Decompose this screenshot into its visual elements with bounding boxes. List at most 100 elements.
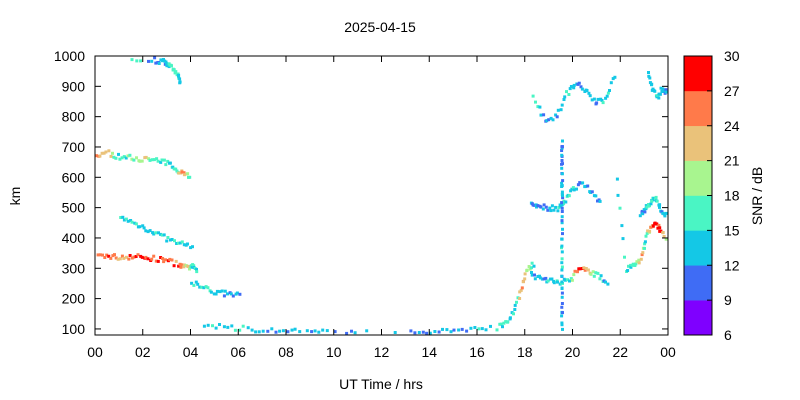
data-point [567,194,571,198]
data-point [226,325,230,329]
data-point [172,68,176,72]
data-point [600,99,604,102]
data-point [575,187,578,191]
data-point [469,326,473,330]
data-point [147,59,150,63]
data-point [569,189,573,193]
data-point [645,231,649,235]
data-point [561,232,564,236]
data-point [433,330,437,333]
data-point [178,81,182,85]
data-point [168,257,172,261]
data-point [100,151,104,155]
data-point [168,161,172,165]
data-point [150,257,154,261]
data-point [162,158,166,162]
data-point [220,289,224,293]
data-point [111,254,115,258]
data-point [160,158,164,162]
data-point [333,330,337,334]
data-layer [95,56,668,335]
data-point [560,103,564,107]
data-point [146,257,150,261]
data-point [196,282,200,286]
data-point [560,215,564,219]
data-point [165,239,169,243]
data-point [157,231,160,235]
data-point [119,216,123,219]
data-point [212,292,216,296]
data-point [560,219,564,223]
data-point [634,262,638,266]
data-point [606,91,610,95]
data-point [175,242,179,245]
data-point [159,232,163,236]
data-point [578,267,582,271]
data-point [664,211,668,215]
data-point [530,273,534,277]
data-point [547,118,551,122]
data-point [637,261,641,265]
data-point [536,275,540,278]
data-point [186,172,190,176]
data-point [654,195,658,199]
data-point [639,257,643,261]
data-point [560,250,564,254]
data-point [548,206,552,210]
data-point [587,91,591,95]
data-point [238,328,242,332]
data-point [560,201,564,205]
data-point [606,282,610,286]
data-point [499,322,503,326]
data-point [530,261,534,265]
data-point [604,96,608,100]
x-tick-label: 08 [278,344,294,360]
data-point [124,255,128,259]
data-point [96,253,100,257]
data-point [134,255,138,258]
data-point [648,204,651,208]
data-point [134,222,138,226]
data-point [572,86,576,90]
data-point [178,262,182,266]
data-point [582,266,586,270]
data-point [194,280,198,284]
data-point [159,256,163,259]
data-point [109,154,113,158]
data-point [538,274,541,278]
data-point [538,276,542,280]
data-point [147,157,151,161]
data-point [560,190,564,194]
data-point [583,268,587,272]
data-point [570,278,574,282]
colorbar-segment [684,300,712,336]
data-point [560,265,564,269]
data-point [560,268,564,272]
data-point [580,87,584,91]
data-point [290,328,294,332]
data-point [542,203,546,207]
colorbar-label: SNR / dB [749,167,765,225]
data-point [317,330,321,334]
data-point [596,271,600,275]
data-point [584,267,588,270]
data-point [648,229,652,233]
data-point [576,270,579,274]
data-point [477,327,481,331]
data-point [546,208,550,212]
data-point [157,62,161,65]
data-point [560,246,563,250]
data-point [122,218,126,222]
x-tick-label: 20 [565,344,581,360]
data-point [530,266,533,270]
y-tick-label: 300 [62,260,86,276]
data-point [577,81,581,85]
data-point [566,278,569,282]
data-point [270,327,274,331]
data-point [223,289,227,293]
data-point [542,113,546,117]
data-point [176,241,180,245]
data-point [130,220,134,224]
data-point [533,203,537,207]
colorbar-tick-label: 6 [724,327,732,343]
